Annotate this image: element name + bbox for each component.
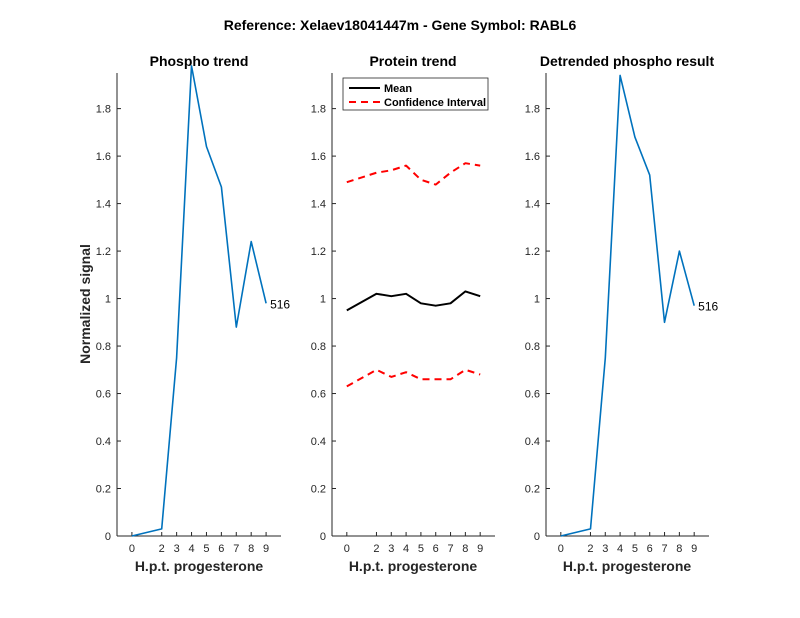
protein-trend-xtick-label: 5	[418, 543, 424, 555]
phospho-trend-series-phospho	[131, 65, 267, 537]
detrended-phospho-ytick-label: 0	[534, 531, 540, 543]
phospho-trend-ytick-label: 1.8	[96, 104, 111, 116]
phospho-trend-xtick-label: 4	[188, 543, 194, 555]
protein-trend-xlabel: H.p.t. progesterone	[349, 558, 478, 574]
phospho-trend-xtick-label: 0	[129, 543, 135, 555]
detrended-phospho-xlabel: H.p.t. progesterone	[563, 558, 692, 574]
detrended-phospho-ytick-label: 0.4	[525, 436, 540, 448]
detrended-phospho-annotation: 516	[698, 300, 718, 314]
detrended-phospho-ytick-label: 1.6	[525, 151, 540, 163]
protein-trend-title: Protein trend	[369, 53, 456, 69]
protein-trend-ytick-label: 0.4	[311, 436, 326, 448]
detrended-phospho-ytick-label: 1	[534, 294, 540, 306]
legend: Mean Confidence Interval	[342, 77, 489, 111]
detrended-phospho-ytick-label: 1.8	[525, 104, 540, 116]
phospho-trend-xtick-label: 6	[218, 543, 224, 555]
protein-trend-xtick-label: 2	[373, 543, 379, 555]
phospho-trend-title: Phospho trend	[150, 53, 249, 69]
protein-trend-series-confidence-interval-lower	[346, 368, 481, 388]
phospho-trend-ytick-label: 0	[105, 531, 111, 543]
phospho-trend-ytick-label: 1.6	[96, 151, 111, 163]
phospho-trend-ytick-label: 1.4	[96, 199, 111, 211]
detrended-phospho-xtick-label: 9	[691, 543, 697, 555]
phospho-trend-xlabel: H.p.t. progesterone	[135, 558, 264, 574]
detrended-phospho-xtick-label: 7	[661, 543, 667, 555]
detrended-phospho-xtick-label: 2	[587, 543, 593, 555]
detrended-phospho-xtick-label: 5	[632, 543, 638, 555]
detrended-phospho-panel: Detrended phospho result H.p.t. progeste…	[525, 53, 719, 574]
detrended-phospho-xtick-label: 8	[676, 543, 682, 555]
protein-trend-xtick-label: 0	[344, 543, 350, 555]
protein-trend-ytick-label: 1.6	[311, 151, 326, 163]
detrended-phospho-xtick-label: 3	[602, 543, 608, 555]
protein-trend-ytick-label: 1.2	[311, 246, 326, 258]
phospho-trend-panel: Phospho trend H.p.t. progesterone Normal…	[77, 53, 290, 574]
phospho-trend-ytick-label: 0.6	[96, 389, 111, 401]
detrended-phospho-xtick-label: 0	[558, 543, 564, 555]
protein-trend-ytick-label: 0.8	[311, 341, 326, 353]
protein-trend-ytick-label: 0.2	[311, 484, 326, 496]
legend-mean-label: Mean	[384, 83, 412, 95]
phospho-trend-xtick-label: 9	[263, 543, 269, 555]
phospho-trend-ylabel: Normalized signal	[77, 244, 93, 364]
protein-trend-panel: Protein trend H.p.t. progesterone Mean C…	[311, 53, 495, 574]
protein-trend-series-confidence-interval-upper	[346, 162, 481, 186]
detrended-phospho-xtick-label: 6	[647, 543, 653, 555]
phospho-trend-xtick-label: 8	[248, 543, 254, 555]
protein-trend-xtick-label: 6	[433, 543, 439, 555]
protein-trend-ytick-label: 0.6	[311, 389, 326, 401]
phospho-trend-ytick-label: 0.2	[96, 484, 111, 496]
protein-trend-xtick-label: 3	[388, 543, 394, 555]
detrended-phospho-ytick-label: 1.4	[525, 199, 540, 211]
phospho-trend-annotation: 516	[270, 297, 290, 311]
detrended-phospho-series-detrended	[560, 74, 695, 537]
phospho-trend-xtick-label: 7	[233, 543, 239, 555]
protein-trend-ytick-label: 1.4	[311, 199, 326, 211]
phospho-trend-xtick-label: 2	[159, 543, 165, 555]
phospho-trend-ytick-label: 0.4	[96, 436, 111, 448]
detrended-phospho-ytick-label: 1.2	[525, 246, 540, 258]
protein-trend-ytick-label: 0	[320, 531, 326, 543]
protein-trend-xtick-label: 9	[477, 543, 483, 555]
protein-trend-series-mean	[346, 290, 481, 312]
legend-box	[342, 77, 489, 111]
protein-trend-xtick-label: 7	[447, 543, 453, 555]
figure-title: Reference: Xelaev18041447m - Gene Symbol…	[224, 17, 577, 33]
protein-trend-ytick-label: 1	[320, 294, 326, 306]
detrended-phospho-title: Detrended phospho result	[540, 53, 715, 69]
detrended-phospho-xtick-label: 4	[617, 543, 623, 555]
phospho-trend-xtick-label: 5	[203, 543, 209, 555]
phospho-trend-ytick-label: 1.2	[96, 246, 111, 258]
phospho-trend-ytick-label: 1	[105, 294, 111, 306]
detrended-phospho-ytick-label: 0.2	[525, 484, 540, 496]
phospho-trend-xtick-label: 3	[174, 543, 180, 555]
detrended-phospho-ytick-label: 0.6	[525, 389, 540, 401]
protein-trend-xtick-label: 4	[403, 543, 409, 555]
legend-ci-label: Confidence Interval	[384, 97, 486, 109]
protein-trend-xtick-label: 8	[462, 543, 468, 555]
phospho-trend-ytick-label: 0.8	[96, 341, 111, 353]
detrended-phospho-ytick-label: 0.8	[525, 341, 540, 353]
protein-trend-ytick-label: 1.8	[311, 104, 326, 116]
